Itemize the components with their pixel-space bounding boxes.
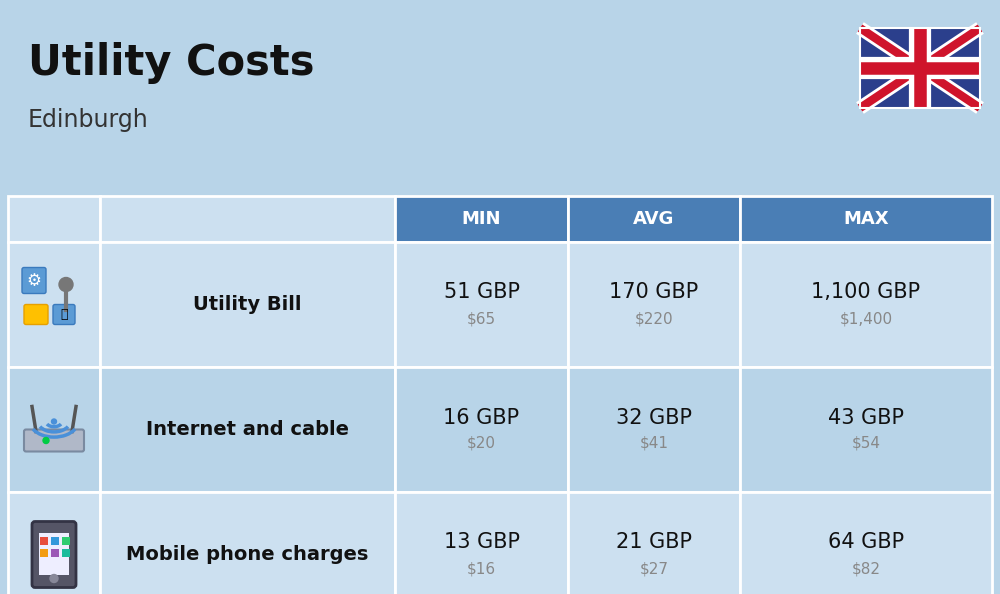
Text: $1,400: $1,400 — [839, 311, 893, 326]
Text: Mobile phone charges: Mobile phone charges — [126, 545, 369, 564]
Text: MAX: MAX — [843, 210, 889, 228]
Circle shape — [59, 277, 73, 292]
Bar — [568, 492, 740, 594]
Bar — [740, 367, 992, 492]
Bar — [568, 367, 740, 492]
Text: $16: $16 — [467, 561, 496, 576]
Bar — [62, 548, 70, 557]
Bar — [8, 492, 100, 594]
Bar — [395, 367, 568, 492]
Text: 21 GBP: 21 GBP — [616, 532, 692, 552]
Text: ⚙: ⚙ — [27, 271, 41, 289]
Text: 13 GBP: 13 GBP — [444, 532, 520, 552]
Bar — [51, 536, 59, 545]
Text: 64 GBP: 64 GBP — [828, 532, 904, 552]
Bar — [8, 367, 100, 492]
FancyBboxPatch shape — [24, 305, 48, 324]
Bar — [568, 242, 740, 367]
Text: MIN: MIN — [462, 210, 501, 228]
Bar — [40, 536, 48, 545]
Bar — [568, 196, 740, 242]
Bar — [740, 242, 992, 367]
Text: 51 GBP: 51 GBP — [444, 283, 520, 302]
Bar — [100, 492, 395, 594]
Text: $20: $20 — [467, 436, 496, 451]
Text: Edinburgh: Edinburgh — [28, 108, 149, 132]
FancyBboxPatch shape — [39, 532, 69, 574]
Text: $82: $82 — [852, 561, 881, 576]
Text: $27: $27 — [640, 561, 668, 576]
Text: $54: $54 — [852, 436, 881, 451]
FancyBboxPatch shape — [24, 429, 84, 451]
Text: AVG: AVG — [633, 210, 675, 228]
Text: 170 GBP: 170 GBP — [609, 283, 699, 302]
Bar — [100, 196, 395, 242]
FancyBboxPatch shape — [32, 522, 76, 587]
Circle shape — [43, 438, 49, 444]
Bar — [860, 28, 980, 108]
Bar — [51, 548, 59, 557]
Text: 16 GBP: 16 GBP — [443, 407, 520, 428]
Text: 32 GBP: 32 GBP — [616, 407, 692, 428]
Bar — [395, 242, 568, 367]
Text: Utility Bill: Utility Bill — [193, 295, 302, 314]
Text: $220: $220 — [635, 311, 673, 326]
Bar — [100, 367, 395, 492]
Text: 43 GBP: 43 GBP — [828, 407, 904, 428]
Bar — [740, 492, 992, 594]
Bar — [8, 242, 100, 367]
Bar — [100, 242, 395, 367]
Bar — [860, 28, 980, 108]
Bar — [740, 196, 992, 242]
Bar — [395, 196, 568, 242]
FancyBboxPatch shape — [22, 267, 46, 293]
Text: $65: $65 — [467, 311, 496, 326]
FancyBboxPatch shape — [53, 305, 75, 324]
Text: 1,100 GBP: 1,100 GBP — [811, 283, 921, 302]
Circle shape — [50, 574, 58, 583]
Text: Utility Costs: Utility Costs — [28, 42, 314, 84]
Bar — [62, 536, 70, 545]
Text: Internet and cable: Internet and cable — [146, 420, 349, 439]
Text: $41: $41 — [640, 436, 668, 451]
Text: 💧: 💧 — [60, 308, 68, 321]
Bar — [40, 548, 48, 557]
Bar — [8, 196, 100, 242]
Circle shape — [52, 419, 56, 424]
Bar — [395, 492, 568, 594]
